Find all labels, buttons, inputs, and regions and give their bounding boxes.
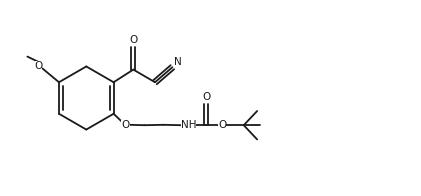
- Text: NH: NH: [181, 120, 196, 130]
- Text: O: O: [121, 120, 130, 130]
- Text: O: O: [129, 35, 137, 45]
- Text: O: O: [202, 92, 210, 102]
- Text: O: O: [34, 61, 42, 71]
- Text: O: O: [218, 120, 226, 130]
- Text: N: N: [173, 57, 181, 67]
